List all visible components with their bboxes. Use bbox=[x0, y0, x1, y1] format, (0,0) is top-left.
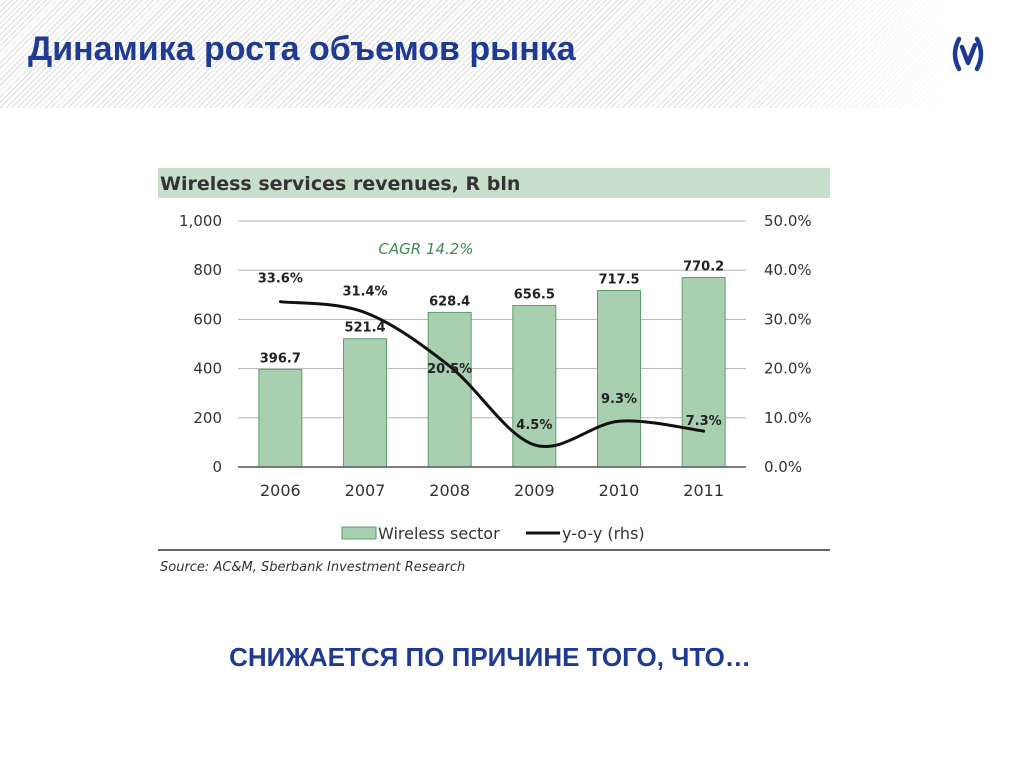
y-right-tick-label: 20.0% bbox=[764, 360, 812, 378]
chart-title: Wireless services revenues, R bln bbox=[160, 173, 520, 195]
cagr-annotation: CAGR 14.2% bbox=[378, 240, 473, 258]
line-value-label: 4.5% bbox=[516, 418, 552, 433]
x-tick-label: 2008 bbox=[429, 481, 470, 500]
x-tick-label: 2009 bbox=[514, 481, 555, 500]
y-right-tick-label: 30.0% bbox=[764, 310, 812, 328]
y-right-tick-label: 40.0% bbox=[764, 261, 812, 279]
conclusion-text: СНИЖАЕТСЯ ПО ПРИЧИНЕ ТОГО, ЧТО… bbox=[229, 642, 751, 672]
bar bbox=[597, 289, 641, 468]
chart-figure: Wireless services revenues, R bln 0 0.0% 20… bbox=[158, 168, 830, 578]
chart-title-band bbox=[158, 168, 830, 198]
x-tick-label: 2011 bbox=[683, 481, 724, 500]
y-left-tick-label: 1,000 bbox=[179, 212, 222, 230]
line-value-label: 31.4% bbox=[342, 285, 387, 300]
y-left-tick-label: 200 bbox=[193, 409, 222, 427]
bar bbox=[681, 277, 726, 468]
y-left-tick-label: 600 bbox=[193, 310, 222, 328]
y-left-tick-label: 0 bbox=[212, 458, 222, 476]
bar-value-label: 396.7 bbox=[260, 351, 301, 366]
bar-value-label: 628.4 bbox=[429, 294, 470, 309]
y-right-tick-label: 50.0% bbox=[764, 212, 812, 230]
bar-value-label: 770.2 bbox=[683, 260, 724, 275]
bar bbox=[427, 311, 472, 468]
legend-bar-label: Wireless sector bbox=[378, 524, 500, 543]
bar-value-label: 521.4 bbox=[344, 321, 385, 336]
yoy-line bbox=[278, 300, 706, 448]
legend-line-label: y-o-y (rhs) bbox=[562, 524, 645, 543]
source-note: Source: AC&M, Sberbank Investment Resear… bbox=[160, 560, 465, 575]
bar-value-label: 717.5 bbox=[598, 272, 639, 287]
legend-bar-swatch bbox=[341, 526, 377, 540]
y-left-tick-label: 400 bbox=[193, 360, 222, 378]
y-right-tick-label: 0.0% bbox=[764, 458, 802, 476]
bar bbox=[258, 368, 303, 468]
bar-value-label: 656.5 bbox=[514, 288, 555, 303]
line-value-label: 20.5% bbox=[427, 362, 472, 377]
header-fade bbox=[0, 0, 1024, 108]
line-value-label: 33.6% bbox=[258, 272, 303, 287]
line-value-label: 7.3% bbox=[686, 414, 722, 429]
x-tick-label: 2007 bbox=[345, 481, 386, 500]
bar bbox=[343, 338, 387, 468]
y-right-tick-label: 10.0% bbox=[764, 409, 812, 427]
slide-title: Динамика роста объемов рынка bbox=[28, 30, 576, 68]
bar bbox=[512, 305, 557, 468]
line-value-label: 9.3% bbox=[601, 392, 637, 407]
x-tick-label: 2010 bbox=[599, 481, 640, 500]
sberbank-bracket-logo-icon bbox=[952, 36, 984, 72]
revenue-chart: Wireless services revenues, R bln 0 0.0% 20… bbox=[158, 168, 830, 575]
x-tick-label: 2006 bbox=[260, 481, 301, 500]
y-left-tick-label: 800 bbox=[193, 261, 222, 279]
